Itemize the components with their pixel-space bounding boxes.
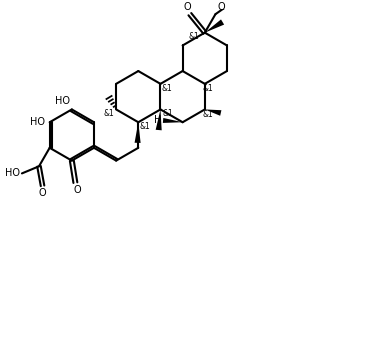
Text: &1: &1	[161, 84, 172, 93]
Text: HO: HO	[30, 117, 46, 126]
Polygon shape	[205, 19, 224, 33]
Text: &1: &1	[103, 109, 115, 118]
Text: O: O	[73, 185, 81, 195]
Polygon shape	[135, 122, 141, 143]
Text: &1: &1	[203, 110, 214, 119]
Text: &1: &1	[162, 109, 173, 118]
Polygon shape	[163, 118, 183, 123]
Polygon shape	[205, 109, 221, 116]
Text: &1: &1	[139, 122, 150, 131]
Text: &1: &1	[189, 33, 200, 41]
Text: O: O	[184, 2, 192, 12]
Text: O: O	[39, 188, 46, 198]
Text: H: H	[153, 116, 161, 125]
Text: O: O	[217, 2, 225, 12]
Text: HO: HO	[5, 168, 20, 178]
Text: HO: HO	[55, 96, 70, 106]
Polygon shape	[156, 109, 162, 130]
Text: &1: &1	[203, 84, 214, 93]
